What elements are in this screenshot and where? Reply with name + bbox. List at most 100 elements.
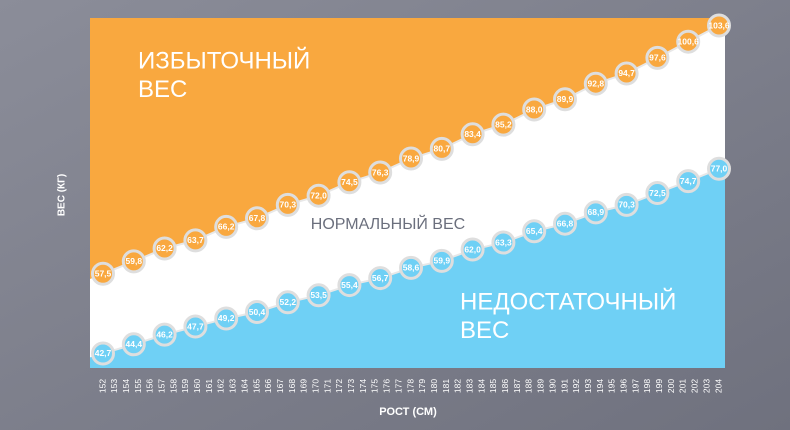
x-tick-label: 197 [630,379,640,393]
region-label: НЕДОСТАТОЧНЫЙ [460,287,676,315]
data-label: 59,8 [126,256,143,266]
data-label: 100,6 [678,36,700,46]
x-tick-label: 172 [334,379,344,393]
data-label: 57,5 [95,269,112,279]
data-label: 97,6 [649,53,666,63]
data-point [676,29,701,54]
x-tick-label: 187 [512,379,522,393]
data-label: 62,2 [156,243,173,253]
data-point [460,237,485,262]
region-label: ВЕС [138,76,187,103]
x-tick-label: 180 [429,379,439,393]
data-point [399,146,423,171]
x-tick-label: 162 [216,379,226,393]
x-tick-label: 168 [287,379,297,393]
data-label: 59,9 [434,256,451,266]
data-point [522,219,547,244]
data-point [553,211,577,236]
data-point [91,341,115,366]
data-point [460,122,485,147]
x-tick-label: 182 [453,379,463,393]
x-tick-label: 196 [618,379,628,393]
data-point [707,13,731,38]
x-tick-label: 177 [393,379,403,393]
data-label: 72,0 [310,190,327,200]
data-point [121,249,146,274]
x-tick-label: 156 [145,379,155,393]
x-tick-label: 179 [417,379,427,393]
x-tick-label: 154 [121,379,131,393]
x-tick-label: 171 [322,379,332,393]
data-point [399,255,423,280]
x-tick-label: 188 [524,379,534,393]
x-tick-label: 157 [156,379,166,393]
x-tick-label: 194 [595,379,605,393]
x-tick-label: 181 [441,379,451,393]
data-label: 58,6 [403,263,420,273]
data-label: 78,9 [403,153,420,163]
data-point [368,266,393,291]
x-tick-label: 195 [607,379,617,393]
x-tick-label: 158 [168,379,178,393]
x-tick-label: 191 [559,379,569,393]
data-label: 47,7 [187,321,204,331]
data-point [121,332,146,357]
region-label: НОРМАЛЬНЫЙ ВЕС [311,214,465,233]
x-tick-label: 166 [263,379,273,393]
x-tick-label: 174 [358,379,368,393]
x-tick-label: 165 [251,379,261,393]
data-label: 80,7 [434,144,451,154]
data-label: 103,6 [708,20,730,30]
x-tick-label: 189 [536,379,546,393]
data-label: 77,0 [711,164,728,174]
x-tick-label: 198 [642,379,652,393]
data-point [491,230,516,255]
data-label: 68,9 [588,207,605,217]
data-point [275,192,300,217]
x-tick-label: 190 [547,379,557,393]
data-point [491,112,516,137]
x-tick-label: 164 [239,379,249,393]
x-tick-label: 155 [133,379,143,393]
data-label: 70,3 [280,200,297,210]
data-point [275,290,300,315]
data-label: 85,2 [495,119,512,129]
data-point [183,314,208,339]
data-label: 89,9 [557,94,574,104]
data-point [645,45,670,70]
data-point [583,71,608,96]
data-label: 49,2 [218,313,235,323]
data-label: 62,0 [464,244,481,254]
data-label: 70,3 [618,200,635,210]
data-point [522,97,547,122]
data-point [429,248,454,273]
x-tick-label: 152 [97,379,107,393]
data-point [214,214,239,239]
data-point [707,156,731,181]
x-tick-label: 161 [204,379,214,393]
data-label: 65,4 [526,226,543,236]
data-point [306,183,331,208]
data-point [152,322,177,347]
data-point [337,170,362,195]
x-tick-label: 167 [275,379,285,393]
data-point [214,306,239,331]
data-label: 67,8 [249,213,266,223]
data-point [614,192,639,217]
x-tick-label: 184 [476,379,486,393]
x-tick-label: 193 [583,379,593,393]
x-tick-label: 199 [654,379,664,393]
data-label: 63,3 [495,237,512,247]
x-tick-label: 169 [299,379,309,393]
data-label: 88,0 [526,104,543,114]
x-tick-label: 185 [488,379,498,393]
data-label: 46,2 [156,329,173,339]
data-label: 66,8 [557,218,574,228]
x-tick-label: 183 [464,379,474,393]
x-axis-title: РОСТ (СМ) [379,406,437,418]
data-point [183,228,208,253]
data-label: 94,7 [618,68,635,78]
y-axis-title: ВЕС (КГ) [57,174,68,216]
x-tick-label: 159 [180,379,190,393]
